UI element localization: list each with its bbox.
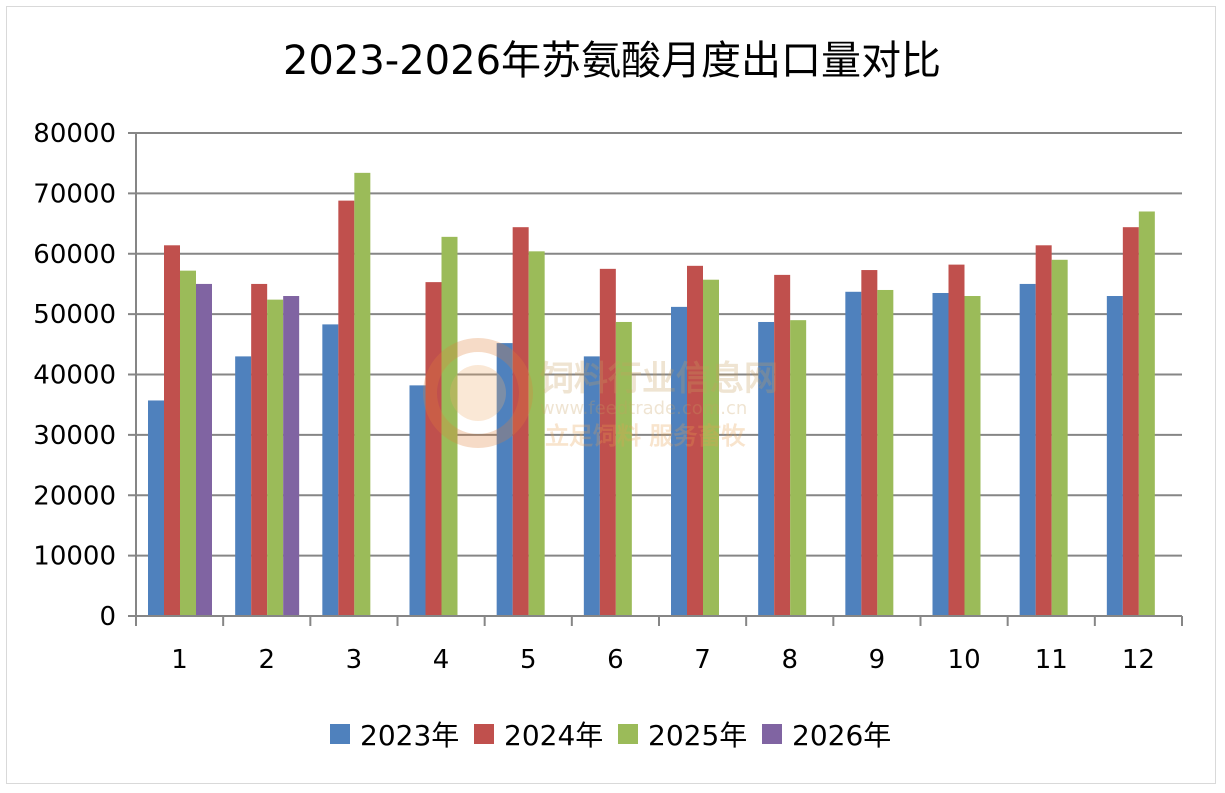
x-tick-label: 3 <box>346 645 363 675</box>
x-tick-label: 8 <box>781 645 798 675</box>
legend-swatch <box>762 724 782 744</box>
bar-2024年-7 <box>687 265 703 616</box>
bar-2024年-6 <box>599 268 616 616</box>
bar-2023年-2 <box>235 356 252 616</box>
y-tick-label: 10000 <box>33 542 116 572</box>
y-tick-label: 80000 <box>33 119 116 149</box>
watermark-logo-icon <box>423 338 533 448</box>
legend-swatch <box>330 724 350 744</box>
bar-2025年-3 <box>354 172 371 616</box>
x-tick-label: 9 <box>869 645 886 675</box>
bar-2023年-10 <box>932 292 949 616</box>
bar-2024年-12 <box>1122 227 1139 616</box>
x-tick-label: 5 <box>520 645 537 675</box>
bar-2025年-2 <box>267 299 284 616</box>
bar-2023年-5 <box>496 343 513 616</box>
bar-2026年-2 <box>283 296 300 616</box>
bar-2025年-4 <box>441 236 458 616</box>
bar-2023年-11 <box>1019 283 1036 616</box>
x-tick-label: 11 <box>1035 645 1068 675</box>
bar-2023年-8 <box>758 321 775 616</box>
bar-2024年-5 <box>512 227 529 616</box>
bar-2024年-10 <box>948 264 965 616</box>
x-tick-label: 2 <box>258 645 275 675</box>
watermark-line1: 饲料行业信息网 <box>540 359 778 399</box>
x-tick-label: 4 <box>433 645 450 675</box>
watermark-logo-center <box>450 365 506 421</box>
bar-2026年-1 <box>196 283 212 616</box>
bar-2024年-4 <box>425 282 442 616</box>
bar-2025年-6 <box>615 321 632 616</box>
axes: 0 10000 20000 30000 40000 50000 60000 70000 8000… <box>33 119 1183 675</box>
x-tick-label: 1 <box>171 645 188 675</box>
y-tick-label: 70000 <box>33 179 116 209</box>
y-tick-label: 30000 <box>33 421 116 451</box>
legend-label: 2026年 <box>792 719 891 752</box>
legend-label: 2023年 <box>360 719 459 752</box>
x-tick-label: 7 <box>694 645 711 675</box>
bar-2023年-12 <box>1106 296 1123 616</box>
x-tick-label: 6 <box>607 645 624 675</box>
bar-2025年-12 <box>1138 211 1155 617</box>
bar-2024年-11 <box>1035 245 1052 617</box>
y-tick-label: 0 <box>99 602 116 632</box>
legend-label: 2024年 <box>504 719 603 752</box>
bar-2025年-8 <box>790 320 807 616</box>
bar-2025年-10 <box>964 296 981 616</box>
legend: 2023年 2024年 2025年 2026年 <box>330 719 891 752</box>
y-tick-label: 20000 <box>33 481 116 511</box>
bar-2024年-1 <box>164 245 180 617</box>
bar-2023年-1 <box>148 400 164 616</box>
bar-2025年-1 <box>180 270 196 616</box>
legend-label: 2025年 <box>648 719 747 752</box>
watermark-line3: 立足饲料 服务畜牧 <box>545 422 746 450</box>
watermark: 饲料行业信息网 www.feedtrade.com.cn 立足饲料 服务畜牧 <box>423 338 778 450</box>
bar-2025年-9 <box>877 289 894 616</box>
bar-2024年-3 <box>338 200 355 616</box>
bar-2023年-9 <box>845 291 862 616</box>
chart-title: 2023-2026年苏氨酸月度出口量对比 <box>283 38 941 84</box>
bar-2025年-7 <box>703 279 719 616</box>
bars <box>148 172 1155 617</box>
bar-2024年-8 <box>774 274 791 616</box>
bar-2023年-7 <box>671 306 687 616</box>
bar-2024年-2 <box>251 283 268 616</box>
bar-2023年-6 <box>583 356 600 616</box>
bar-2023年-3 <box>322 324 339 616</box>
bar-2025年-5 <box>528 251 545 616</box>
bar-2025年-11 <box>1051 259 1068 616</box>
legend-swatch <box>618 724 638 744</box>
y-tick-label: 50000 <box>33 300 116 330</box>
watermark-line2: www.feedtrade.com.cn <box>540 398 747 419</box>
legend-swatch <box>474 724 494 744</box>
bar-2023年-4 <box>409 385 426 616</box>
x-tick-label: 10 <box>948 645 981 675</box>
y-tick-label: 60000 <box>33 240 116 270</box>
x-tick-label: 12 <box>1122 645 1155 675</box>
y-tick-label: 40000 <box>33 361 116 391</box>
bar-2024年-9 <box>861 270 878 616</box>
